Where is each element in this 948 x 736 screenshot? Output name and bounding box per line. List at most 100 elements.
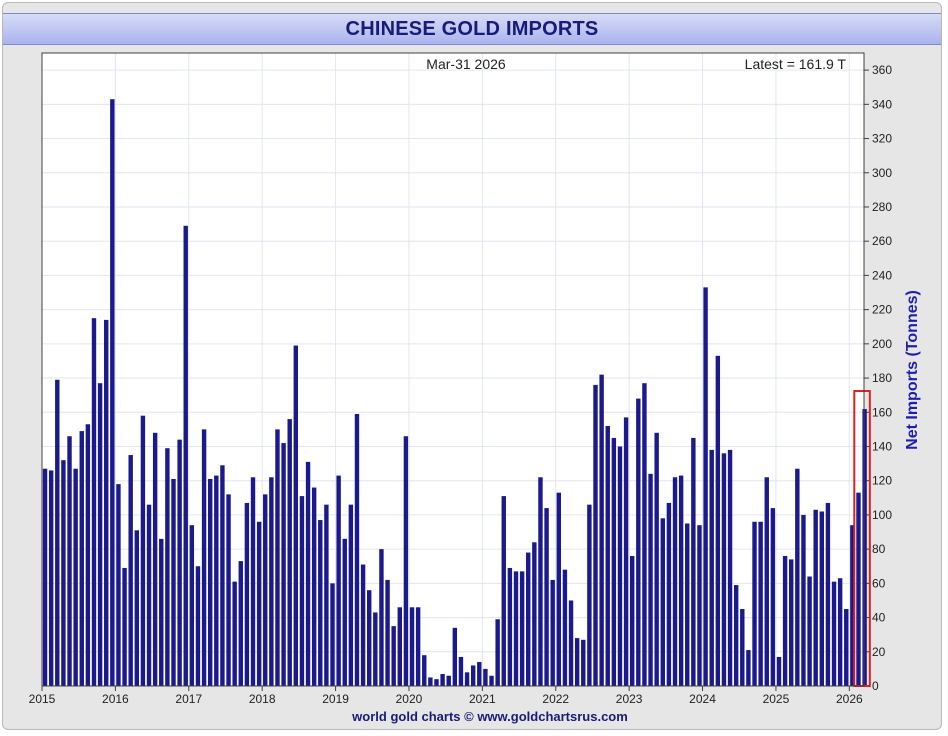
bar: [269, 477, 274, 686]
y-tick-label: 300: [872, 166, 892, 180]
bar: [73, 468, 78, 686]
bar: [318, 520, 323, 686]
bar: [342, 538, 347, 686]
date-label: Mar-31 2026: [426, 56, 506, 72]
bar: [91, 318, 97, 686]
bar: [397, 607, 402, 686]
bar: [385, 579, 390, 686]
y-tick-label: 340: [872, 97, 892, 111]
x-tick-label: 2026: [836, 692, 863, 706]
y-tick-label: 220: [872, 303, 892, 317]
x-tick-label: 2023: [616, 692, 643, 706]
bar: [281, 443, 286, 686]
bar: [691, 437, 696, 686]
x-tick-label: 2018: [249, 692, 276, 706]
bar: [250, 477, 256, 686]
bar: [458, 656, 464, 686]
y-tick-label: 180: [872, 371, 892, 385]
y-tick-label: 140: [872, 439, 892, 453]
bar: [795, 468, 800, 686]
bar: [232, 581, 237, 686]
bar: [299, 496, 305, 686]
bar: [489, 675, 494, 686]
bar: [110, 99, 115, 686]
bar: [189, 525, 195, 686]
bar: [67, 436, 72, 686]
y-tick-label: 360: [872, 63, 892, 77]
bar: [629, 555, 635, 686]
bar: [134, 530, 140, 686]
bar: [324, 504, 329, 686]
bar: [434, 679, 439, 686]
bar: [373, 612, 378, 686]
bar: [599, 374, 604, 686]
y-tick-label: 80: [872, 542, 886, 556]
bar: [214, 475, 219, 686]
bar: [348, 504, 354, 686]
x-tick-label: 2025: [763, 692, 790, 706]
bar: [367, 590, 372, 686]
x-tick-label: 2021: [469, 692, 496, 706]
bar: [483, 668, 488, 686]
bar: [171, 478, 176, 686]
bar: [593, 384, 598, 686]
bar: [642, 383, 647, 686]
bar: [128, 455, 133, 686]
bar: [831, 581, 837, 686]
bar: [507, 567, 513, 686]
x-tick-label: 2019: [322, 692, 349, 706]
bar: [183, 225, 188, 687]
bar: [152, 432, 158, 686]
bar: [305, 461, 311, 686]
bar: [581, 639, 586, 686]
bar: [678, 475, 684, 686]
bar: [715, 355, 721, 686]
x-tick-label: 2024: [689, 692, 716, 706]
bar: [440, 674, 445, 686]
bar: [556, 492, 562, 686]
y-tick-label: 100: [872, 508, 892, 522]
bar: [293, 345, 299, 686]
y-tick-label: 40: [872, 611, 886, 625]
bar: [195, 566, 201, 686]
bar: [789, 559, 794, 686]
bar: [61, 460, 66, 686]
bar: [464, 672, 470, 686]
bar: [727, 449, 733, 686]
bar: [776, 656, 782, 686]
bar: [740, 609, 745, 686]
bar: [275, 429, 280, 686]
y-tick-label: 260: [872, 234, 892, 248]
bar: [428, 677, 433, 686]
x-tick-label: 2017: [175, 692, 202, 706]
bar: [837, 578, 843, 686]
bar: [477, 662, 482, 686]
bar: [685, 523, 690, 686]
y-tick-label: 200: [872, 337, 892, 351]
y-tick-label: 320: [872, 132, 892, 146]
bar: [807, 576, 812, 686]
bar: [238, 561, 243, 686]
bar: [354, 413, 360, 686]
bar: [446, 675, 451, 686]
bar: [79, 431, 84, 686]
bar: [611, 437, 617, 686]
bar: [660, 518, 665, 686]
bar: [513, 571, 519, 686]
bar: [532, 542, 537, 686]
latest-label: Latest = 161.9 T: [745, 56, 847, 72]
bar: [165, 448, 170, 686]
bar: [256, 521, 262, 686]
y-tick-label: 280: [872, 200, 892, 214]
footer-credit: world gold charts © www.goldchartsrus.co…: [352, 709, 628, 724]
bar: [159, 538, 164, 686]
bar: [654, 432, 659, 686]
bar: [177, 439, 182, 686]
bar: [623, 417, 629, 686]
bar: [391, 626, 396, 686]
bar: [605, 425, 610, 686]
bar: [104, 319, 109, 686]
bar: [538, 477, 543, 686]
bar: [721, 453, 727, 686]
